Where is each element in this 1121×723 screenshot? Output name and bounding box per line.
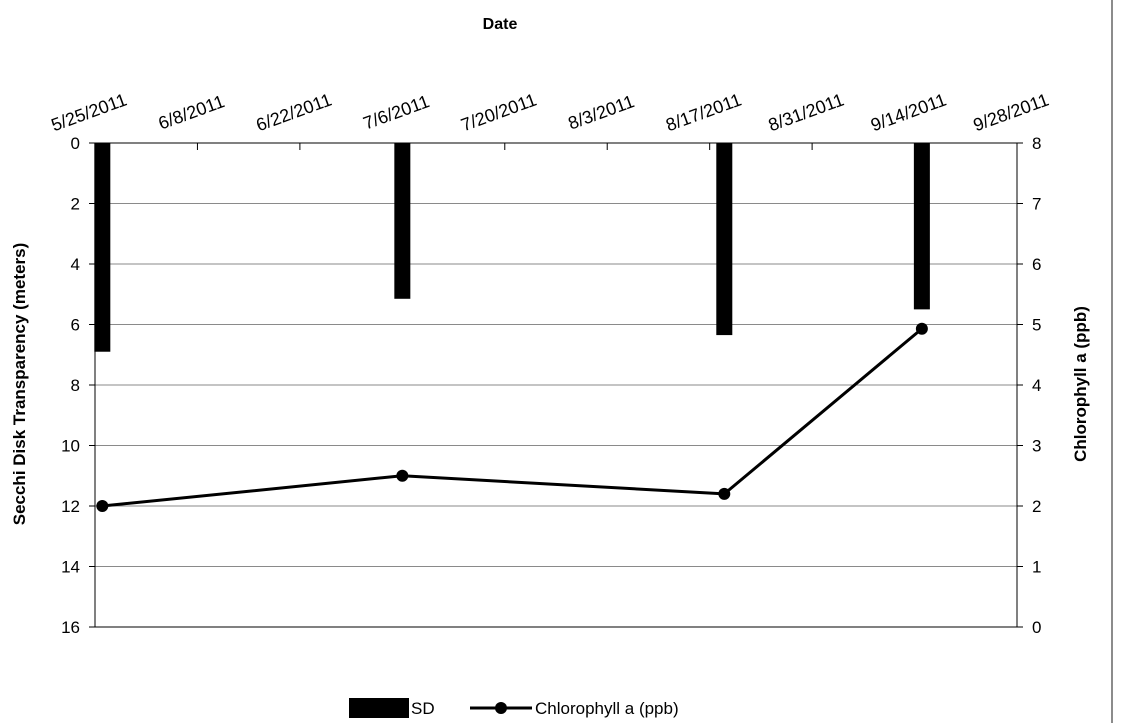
sd-bar bbox=[394, 143, 411, 299]
legend-chlorophyll-label: Chlorophyll a (ppb) bbox=[535, 699, 679, 718]
left-tick-label: 0 bbox=[71, 134, 80, 153]
right-axis-ticks: 8 7 6 5 4 3 2 1 0 bbox=[1017, 134, 1041, 637]
right-tick-label: 5 bbox=[1032, 316, 1041, 335]
right-tick-label: 4 bbox=[1032, 376, 1041, 395]
x-tick-label: 7/20/2011 bbox=[458, 89, 539, 135]
x-tick-label: 7/6/2011 bbox=[361, 91, 432, 133]
x-tick-label: 5/25/2011 bbox=[49, 89, 130, 135]
frame-border bbox=[1111, 0, 1113, 723]
chlorophyll-line bbox=[96, 322, 928, 512]
legend-sd-label: SD bbox=[411, 699, 435, 718]
left-tick-label: 16 bbox=[61, 618, 80, 637]
left-axis-title: Secchi Disk Transparency (meters) bbox=[10, 243, 29, 526]
x-axis-ticks: 5/25/2011 6/8/2011 6/22/2011 7/6/2011 7/20/2… bbox=[49, 89, 1052, 150]
x-tick-label: 6/22/2011 bbox=[253, 89, 334, 135]
right-tick-label: 8 bbox=[1032, 134, 1041, 153]
left-axis-ticks: 0 2 4 6 8 10 12 14 16 bbox=[61, 134, 95, 637]
right-tick-label: 1 bbox=[1032, 558, 1041, 577]
right-axis-title: Chlorophyll a (ppb) bbox=[1071, 306, 1090, 462]
chlorophyll-marker bbox=[396, 469, 409, 482]
left-tick-label: 10 bbox=[61, 437, 80, 456]
left-tick-label: 2 bbox=[71, 195, 80, 214]
right-tick-label: 0 bbox=[1032, 618, 1041, 637]
legend-sd-swatch bbox=[349, 698, 409, 718]
right-tick-label: 3 bbox=[1032, 437, 1041, 456]
left-tick-label: 6 bbox=[71, 316, 80, 335]
chlorophyll-marker bbox=[96, 500, 109, 512]
legend: SD Chlorophyll a (ppb) bbox=[349, 698, 679, 718]
left-tick-label: 4 bbox=[71, 255, 80, 274]
sd-bar bbox=[716, 143, 733, 336]
right-tick-label: 2 bbox=[1032, 497, 1041, 516]
right-tick-label: 6 bbox=[1032, 255, 1041, 274]
x-tick-label: 8/31/2011 bbox=[766, 89, 847, 135]
sd-bar bbox=[94, 143, 111, 352]
sd-bar bbox=[913, 143, 930, 310]
right-tick-label: 7 bbox=[1032, 195, 1041, 214]
gridlines bbox=[95, 203, 1017, 567]
x-tick-label: 9/14/2011 bbox=[868, 89, 949, 135]
left-tick-label: 12 bbox=[61, 497, 80, 516]
x-tick-label: 6/8/2011 bbox=[156, 91, 227, 133]
chlorophyll-line-path bbox=[102, 327, 923, 508]
sd-bars bbox=[94, 143, 930, 352]
left-tick-label: 14 bbox=[61, 558, 80, 577]
x-tick-label: 9/28/2011 bbox=[971, 89, 1052, 135]
chlorophyll-marker bbox=[915, 322, 928, 335]
x-axis-title: Date bbox=[483, 16, 518, 33]
x-tick-label: 8/17/2011 bbox=[663, 89, 744, 135]
legend-chlorophyll-marker bbox=[495, 702, 507, 714]
chlorophyll-marker bbox=[718, 487, 731, 500]
left-tick-label: 8 bbox=[71, 376, 80, 395]
x-tick-label: 8/3/2011 bbox=[565, 91, 636, 133]
